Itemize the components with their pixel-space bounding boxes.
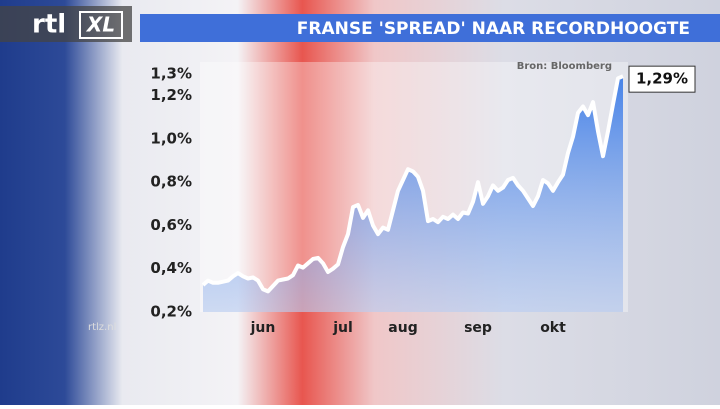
x-tick-label: okt: [540, 320, 566, 336]
data-label: 1,29%: [636, 70, 688, 88]
y-tick-label: 0,6%: [150, 216, 192, 234]
callout-box: [628, 65, 696, 93]
line: [201, 74, 624, 294]
logo: rtl: [32, 10, 66, 40]
title-bar: [140, 14, 720, 42]
website: rtlz.nl: [88, 322, 116, 333]
y-tick-label: 1,3%: [150, 65, 192, 83]
y-tick-label: 1,2%: [150, 86, 192, 104]
x-tick-label: jul: [332, 320, 353, 336]
logo-box: [79, 11, 123, 39]
y-tick-label: 0,4%: [150, 259, 192, 277]
y-tick-label: 1,0%: [150, 129, 192, 147]
logo-suffix: XL: [85, 13, 115, 37]
source: Bron: Bloomberg: [517, 61, 612, 72]
x-tick-label: aug: [388, 320, 417, 336]
chart-title: FRANSE 'SPREAD' NAAR RECORDHOOGTE: [297, 19, 690, 39]
x-tick-label: sep: [464, 320, 492, 336]
area: [203, 76, 623, 312]
x-tick-label: jun: [250, 320, 276, 336]
y-tick-label: 0,8%: [150, 173, 192, 191]
y-tick-label: 0,2%: [150, 303, 192, 321]
